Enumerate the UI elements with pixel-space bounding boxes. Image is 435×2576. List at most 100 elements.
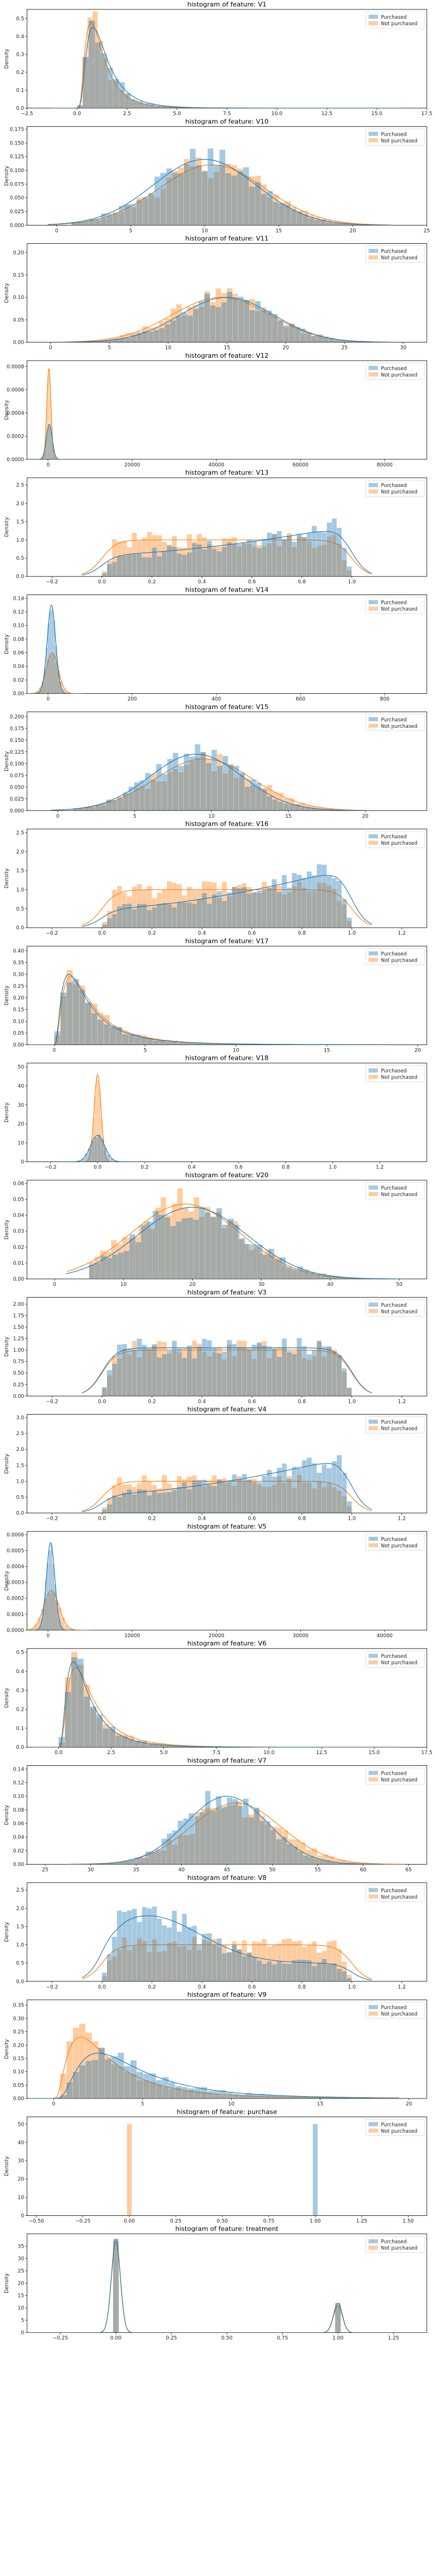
not-purchased-bar [150, 774, 156, 811]
x-tick-label: 2.5 [107, 1750, 115, 1756]
not-purchased-bar [222, 882, 227, 928]
purchased-bar [112, 1363, 117, 1396]
not-purchased-bar [89, 807, 95, 811]
not-purchased-bar [94, 1096, 96, 1162]
not-purchased-bar [242, 1940, 247, 1981]
purchased-bar [332, 1275, 338, 1279]
plot-frame [26, 477, 427, 577]
not-purchased-bar [217, 898, 222, 928]
purchased-bar [297, 1338, 302, 1396]
not-purchased-bar [332, 1277, 337, 1279]
legend-swatch [369, 1302, 378, 1307]
purchased-bar [137, 1922, 142, 1981]
purchased-bar [183, 753, 189, 811]
y-axis-label: Density [4, 1219, 10, 1240]
not-purchased-bar [277, 320, 283, 342]
purchased-bar [165, 324, 170, 342]
y-axis-label: Density [4, 868, 10, 888]
not-purchased-bar [195, 757, 200, 811]
legend-box [365, 714, 425, 731]
purchased-bar [192, 1480, 197, 1513]
purchased-bar [91, 341, 97, 342]
y-tick-label: 0.06 [13, 1821, 24, 1827]
not-purchased-bar [232, 1486, 237, 1513]
not-purchased-bar [137, 884, 142, 928]
purchased-bar [167, 1833, 172, 1865]
purchased-bar [202, 1338, 207, 1396]
not-purchased-bar [112, 889, 117, 928]
not-purchased-bar [327, 1347, 332, 1396]
purchased-bar [54, 454, 56, 459]
purchased-bar [145, 773, 150, 811]
purchased-bar [54, 1584, 56, 1630]
not-purchased-bar [154, 197, 160, 226]
not-purchased-bar [342, 1277, 349, 1279]
x-tick-label: 0.0 [93, 1165, 102, 1171]
y-tick-label: 0.5 [16, 16, 24, 22]
not-purchased-bar [98, 1080, 99, 1162]
not-purchased-bar [342, 1962, 347, 1981]
not-purchased-kde [80, 1074, 115, 1162]
not-purchased-bar [172, 1942, 177, 1981]
not-purchased-bar [107, 1960, 112, 1981]
y-tick-label: 2.0 [16, 501, 24, 507]
y-tick-label: 15 [18, 2293, 24, 2299]
not-purchased-bar [320, 219, 326, 226]
not-purchased-bar [237, 1340, 242, 1396]
purchased-bar [177, 1932, 182, 1981]
purchased-bar [139, 780, 145, 811]
purchased-bar [247, 894, 252, 928]
not-purchased-bar [181, 2091, 188, 2099]
y-tick-label: 0.25 [13, 2030, 24, 2036]
y-tick-label: 0.5 [16, 906, 24, 912]
x-tick-label: 1.0 [348, 1399, 356, 1405]
purchased-bar [197, 544, 202, 577]
not-purchased-bar [101, 218, 107, 226]
x-tick-label: 0.50 [222, 2336, 233, 2342]
purchased-bar [59, 681, 61, 694]
purchased-bar [173, 106, 179, 108]
not-purchased-kde [82, 1349, 372, 1393]
not-purchased-bar [215, 288, 222, 342]
purchased-bar [332, 1351, 337, 1396]
not-purchased-bar [90, 1708, 96, 1748]
purchased-bar [287, 1844, 292, 1865]
legend-label: Purchased [381, 132, 407, 137]
purchased-bar [212, 1348, 217, 1396]
purchased-bar [189, 756, 195, 811]
not-purchased-bar [172, 1487, 177, 1513]
chart-title: histogram of feature: treatment [175, 2225, 279, 2233]
purchased-bar [221, 302, 227, 342]
not-purchased-bar [272, 316, 278, 342]
not-purchased-bar [153, 1038, 159, 1045]
purchased-bar [232, 886, 237, 928]
x-tick-label: 15 [224, 345, 230, 351]
not-purchased-bar [242, 883, 247, 928]
purchased-bar [40, 689, 42, 694]
purchased-bar [237, 1347, 242, 1396]
not-purchased-bar [66, 2041, 73, 2099]
y-tick-label: 0.025 [10, 209, 24, 215]
purchased-bar [227, 1340, 232, 1396]
purchased-bar [91, 1013, 98, 1045]
purchased-bar [125, 93, 131, 108]
legend-label: Not purchased [381, 1426, 417, 1432]
not-purchased-bar [202, 1940, 207, 1981]
not-purchased-bar [222, 538, 227, 577]
legend-swatch [369, 600, 378, 604]
purchased-bar [292, 873, 297, 928]
purchased-bar [159, 1040, 166, 1045]
not-purchased-bar [312, 548, 317, 577]
x-tick-label: 0.0 [73, 111, 81, 117]
y-tick-label: 0.30 [13, 972, 24, 978]
not-purchased-bar [54, 1035, 61, 1045]
y-tick-label: 0.00 [13, 1277, 24, 1282]
not-purchased-bar [255, 311, 261, 342]
y-tick-label: 0.0 [16, 1511, 24, 1517]
x-tick-label: 1.25 [388, 2336, 399, 2342]
not-purchased-bar [88, 1157, 90, 1162]
not-purchased-bar [136, 198, 143, 226]
purchased-bar [228, 765, 234, 811]
